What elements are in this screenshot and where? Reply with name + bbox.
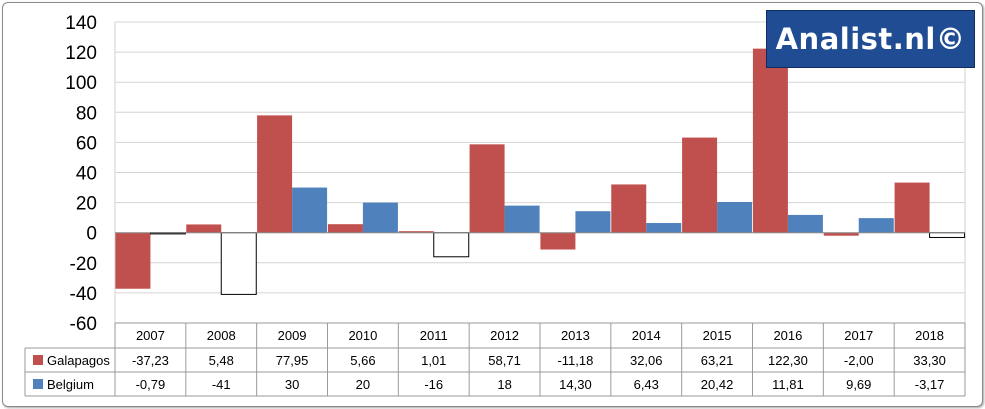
y-tick-label: 20 <box>76 194 97 215</box>
category-label: 2013 <box>561 328 590 343</box>
bar-belgium-2009 <box>292 187 328 233</box>
y-tick-label: -20 <box>70 254 97 275</box>
category-label: 2018 <box>915 328 944 343</box>
y-tick-label: 140 <box>65 13 97 34</box>
y-tick-label: 60 <box>76 133 97 154</box>
y-axis: 140 120 100 80 60 40 20 0 -20 -40 -60 <box>65 13 97 335</box>
bar-galapagos-2007 <box>115 232 151 289</box>
category-label: 2015 <box>703 328 732 343</box>
y-tick-label: 120 <box>65 43 97 64</box>
category-label: 2011 <box>420 328 448 343</box>
bar-belgium-2016 <box>787 214 823 233</box>
bar-galapagos-2014 <box>611 184 647 233</box>
bar-galapagos-2015 <box>682 137 718 233</box>
data-label: -3,17 <box>915 377 945 392</box>
data-label: 9,69 <box>846 377 871 392</box>
y-tick-label: 40 <box>76 164 97 185</box>
data-label: 14,30 <box>559 377 592 392</box>
data-label: -16 <box>424 377 443 392</box>
data-label: 77,95 <box>276 353 309 368</box>
bar-galapagos-2009 <box>257 115 293 233</box>
data-label: 63,21 <box>701 353 734 368</box>
bar-belgium-2008 <box>220 232 257 295</box>
data-label: 1,01 <box>421 353 446 368</box>
legend-label-belgium: Belgium <box>47 377 94 392</box>
bar-galapagos-2008 <box>186 224 222 233</box>
y-tick-label: -40 <box>70 284 97 305</box>
legend-label-galapagos: Galapagos <box>47 353 110 368</box>
data-label: 11,81 <box>772 377 804 392</box>
data-label: 6,43 <box>634 377 659 392</box>
y-tick-label: 80 <box>76 103 97 124</box>
data-label: 58,71 <box>488 353 521 368</box>
bar-belgium-2018 <box>929 232 966 238</box>
data-label: 20,42 <box>701 377 734 392</box>
data-label: -11,18 <box>557 353 593 368</box>
category-label: 2010 <box>348 328 377 343</box>
watermark-logo: Analist.nl© <box>766 10 975 68</box>
data-label: -2,00 <box>844 353 874 368</box>
category-label: 2007 <box>136 328 165 343</box>
data-label: 33,30 <box>913 353 946 368</box>
data-label: 20 <box>356 377 370 392</box>
bar-belgium-2011 <box>433 232 470 258</box>
category-label: 2008 <box>207 328 236 343</box>
data-label: -37,23 <box>132 353 169 368</box>
bar-belgium-2015 <box>717 201 753 233</box>
data-label: -0,79 <box>136 377 166 392</box>
data-label: 122,30 <box>768 353 808 368</box>
data-label: 18 <box>497 377 511 392</box>
bar-galapagos-2010 <box>327 224 363 233</box>
bar-belgium-2013 <box>575 211 611 233</box>
legend-swatch-galapagos <box>33 355 43 365</box>
data-label: 32,06 <box>630 353 663 368</box>
data-label: 5,66 <box>350 353 375 368</box>
data-table: 2007 2008 2009 2010 2011 2012 2013 2014 2015 2016… <box>24 322 966 397</box>
data-label: 5,48 <box>209 353 234 368</box>
bar-galapagos-2012 <box>469 144 505 233</box>
bar-galapagos-2016 <box>752 48 788 233</box>
bar-belgium-2017 <box>858 218 894 233</box>
bar-galapagos-2017 <box>823 232 859 236</box>
category-label: 2012 <box>490 328 519 343</box>
bar-belgium-2014 <box>646 223 682 233</box>
data-label: -41 <box>212 377 231 392</box>
legend-swatch-belgium <box>33 379 43 389</box>
bar-belgium-2010 <box>362 202 398 233</box>
y-tick-label: -60 <box>70 314 97 335</box>
category-label: 2009 <box>278 328 307 343</box>
y-tick-label: 100 <box>65 73 97 94</box>
category-label: 2014 <box>632 328 661 343</box>
y-tick-label: 0 <box>86 224 97 245</box>
category-label: 2017 <box>844 328 873 343</box>
bar-galapagos-2013 <box>540 232 576 250</box>
data-label: 30 <box>285 377 299 392</box>
bar-galapagos-2011 <box>398 231 434 233</box>
bar-galapagos-2018 <box>894 182 930 233</box>
bars <box>115 48 966 295</box>
category-label: 2016 <box>773 328 802 343</box>
bar-belgium-2012 <box>504 205 540 233</box>
